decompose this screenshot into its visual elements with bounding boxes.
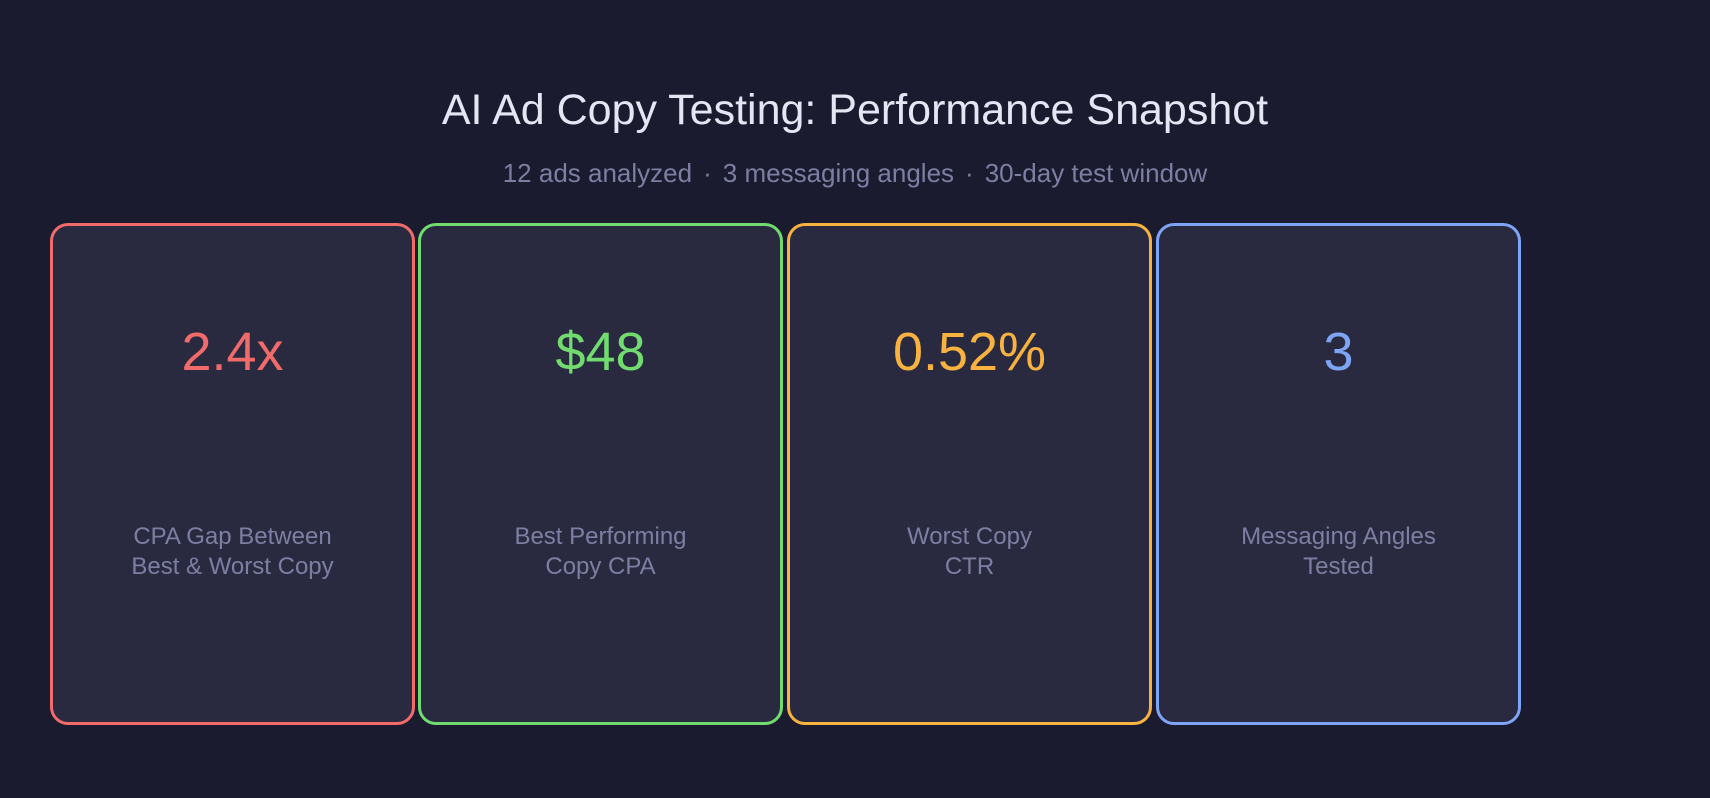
metric-value: 2.4x <box>181 322 284 382</box>
metric-card-cpa-gap: 2.4x CPA Gap Between Best & Worst Copy <box>50 223 415 725</box>
metric-value: 3 <box>1323 322 1354 382</box>
subtitle-separator: · <box>703 158 712 188</box>
subtitle-messaging-angles: 3 messaging angles <box>722 158 955 188</box>
page-subtitle: 12 ads analyzed · 3 messaging angles · 30-da… <box>0 157 1710 189</box>
metric-label-line: CPA Gap Between <box>133 523 332 550</box>
metric-label-line: Copy CPA <box>545 553 656 580</box>
metric-card-worst-ctr: 0.52% Worst Copy CTR <box>787 223 1152 725</box>
metric-label-line: Best & Worst Copy <box>131 553 334 580</box>
page-title: AI Ad Copy Testing: Performance Snapshot <box>441 86 1269 134</box>
metric-label-line: Worst Copy <box>907 523 1032 550</box>
metric-label: Worst Copy CTR <box>790 522 1149 582</box>
metric-label: Messaging Angles Tested <box>1159 522 1518 582</box>
metric-card-angles-tested: 3 Messaging Angles Tested <box>1156 223 1521 725</box>
metric-value: $48 <box>555 322 646 382</box>
metric-value: 0.52% <box>892 322 1047 382</box>
metric-label: Best Performing Copy CPA <box>421 522 780 582</box>
metric-label-line: Messaging Angles <box>1241 523 1436 550</box>
metric-label-line: Tested <box>1303 553 1374 580</box>
subtitle-test-window: 30-day test window <box>984 158 1208 188</box>
metric-card-best-cpa: $48 Best Performing Copy CPA <box>418 223 783 725</box>
subtitle-ads-analyzed: 12 ads analyzed <box>502 158 693 188</box>
metric-label-line: CTR <box>944 553 995 580</box>
metric-label-line: Best Performing <box>514 523 687 550</box>
metric-label: CPA Gap Between Best & Worst Copy <box>53 522 412 582</box>
subtitle-separator: · <box>965 158 974 188</box>
